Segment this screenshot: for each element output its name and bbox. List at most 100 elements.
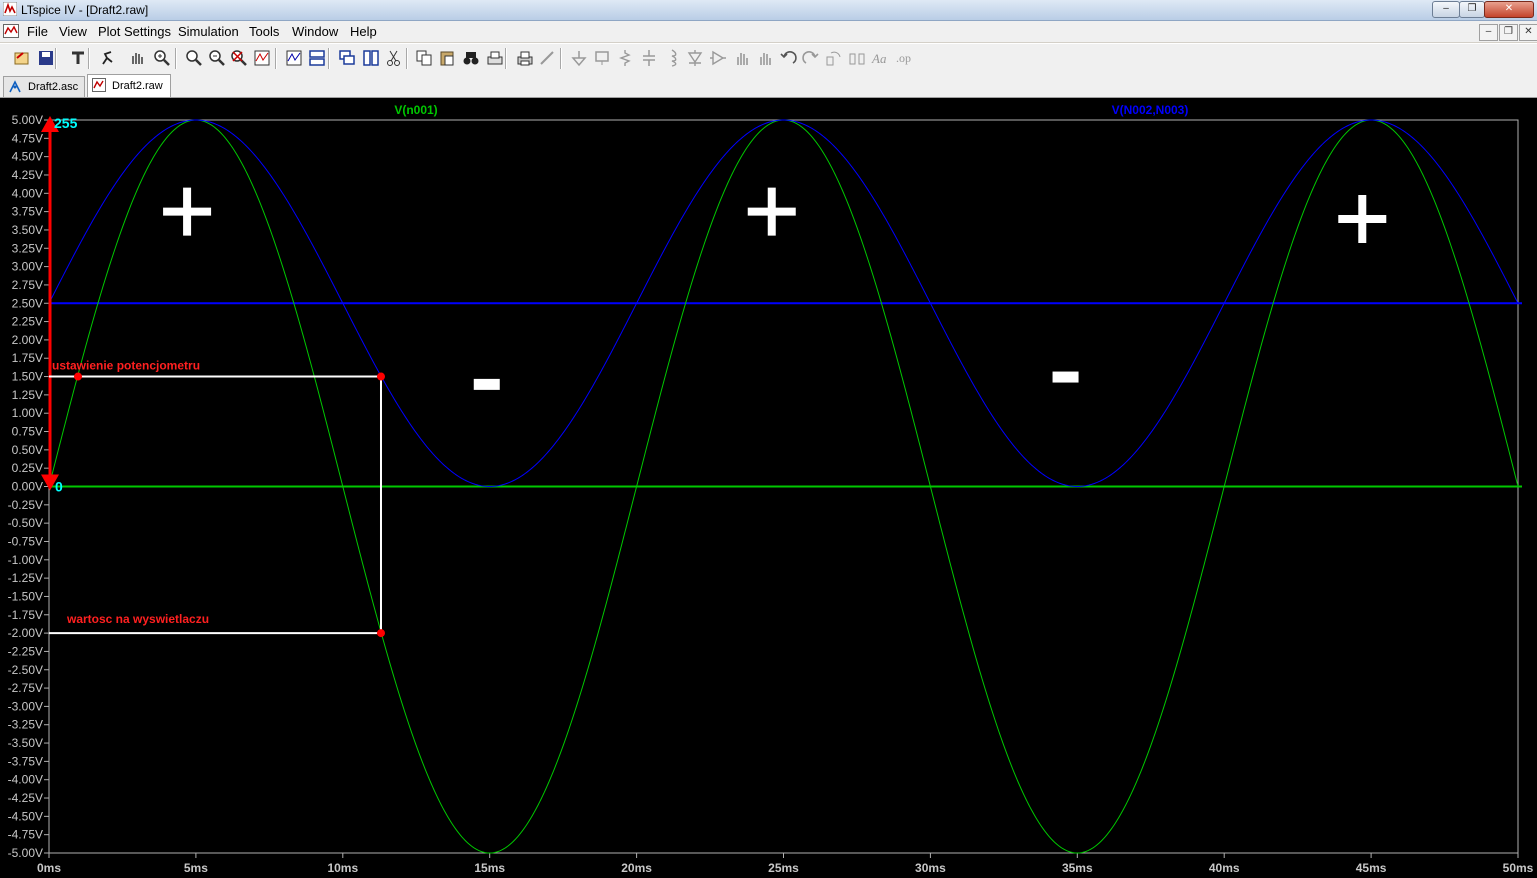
red-arrow-head-down [41, 474, 59, 491]
menu-window[interactable]: Window [292, 24, 339, 39]
waveform-doc-icon[interactable] [3, 24, 19, 38]
undo-icon[interactable] [779, 49, 797, 67]
y-tick-label: 5.00V [12, 113, 43, 127]
y-tick-label: 0.75V [12, 425, 43, 439]
open-icon[interactable] [13, 49, 31, 67]
y-tick-label: -4.25V [8, 791, 43, 805]
menu-help[interactable]: Help [350, 24, 377, 39]
pan-icon[interactable] [128, 49, 146, 67]
restore-window-button[interactable]: ❐ [1459, 1, 1485, 18]
ground-icon[interactable] [570, 49, 588, 67]
zoom-fit-icon[interactable] [285, 49, 303, 67]
waveform-chart[interactable]: 5.00V 4.75V 4.50V 4.25V 4.00V 3.75V 3.50V 3.25V… [0, 98, 1537, 878]
tile-vertical-icon[interactable] [362, 49, 380, 67]
y-tick-label: 0.25V [12, 461, 43, 475]
tab-label: Draft2.asc [28, 81, 79, 93]
y-tick-label: 2.50V [12, 296, 43, 310]
x-tick-label: 10ms [327, 861, 358, 875]
menu-tools[interactable]: Tools [249, 24, 280, 39]
x-tick-label: 25ms [768, 861, 799, 875]
copy-icon[interactable] [415, 49, 433, 67]
y-tick-label: -2.25V [8, 644, 43, 658]
plus-marker [163, 187, 212, 236]
x-tick-label: 45ms [1356, 861, 1387, 875]
y-tick-label: 1.25V [12, 388, 43, 402]
label-net-icon[interactable] [593, 49, 611, 67]
minus-marker [473, 378, 500, 390]
paste-icon[interactable] [438, 49, 456, 67]
y-tick-label: -2.50V [8, 663, 43, 677]
cut-icon[interactable] [385, 49, 403, 67]
zoom-out-icon[interactable] [208, 49, 226, 67]
y-tick-label: 4.50V [12, 150, 43, 164]
run-icon[interactable] [99, 49, 117, 67]
y-tick-label: 2.75V [12, 278, 43, 292]
print-icon[interactable] [516, 49, 534, 67]
y-tick-label: 4.75V [12, 131, 43, 145]
capacitor-icon[interactable] [640, 49, 658, 67]
menu-file[interactable]: File [27, 24, 48, 39]
plus-marker [1338, 194, 1387, 243]
svg-text:.op: .op [896, 51, 911, 65]
spice-directive-icon[interactable]: .op [894, 49, 912, 67]
autorange-icon[interactable] [253, 49, 271, 67]
y-tick-label: -1.50V [8, 589, 43, 603]
menu-bar: File View Plot Settings Simulation Tools… [0, 21, 1537, 42]
cascade-icon[interactable] [338, 49, 356, 67]
component-icon[interactable] [709, 49, 727, 67]
schematic-icon [9, 80, 21, 93]
legend-v-n002-n003: V(N002,N003) [1112, 103, 1189, 117]
y-tick-label: -4.75V [8, 828, 43, 842]
title-bar[interactable]: LTspice IV - [Draft2.raw] ‒ ❐ ✕ [0, 0, 1537, 21]
find-icon[interactable] [462, 49, 480, 67]
save-icon[interactable] [37, 49, 55, 67]
menu-view[interactable]: View [59, 24, 87, 39]
menu-plot-settings[interactable]: Plot Settings [98, 24, 171, 39]
y-tick-label: -2.75V [8, 681, 43, 695]
drag-icon[interactable] [756, 49, 774, 67]
y-tick-label: -1.25V [8, 571, 43, 585]
waveform-plot-pane[interactable]: 5.00V 4.75V 4.50V 4.25V 4.00V 3.75V 3.50V 3.25V… [0, 98, 1537, 878]
y-tick-label: 3.75V [12, 205, 43, 219]
diode-icon[interactable] [686, 49, 704, 67]
zoom-cancel-icon[interactable] [230, 49, 248, 67]
mdi-close-button[interactable]: ✕ [1519, 24, 1537, 41]
potentiometer-start-dot [74, 372, 82, 381]
rotate-icon[interactable] [825, 49, 843, 67]
y-tick-label: 1.00V [12, 406, 43, 420]
print-preview-icon[interactable] [486, 49, 504, 67]
plus-marker [747, 187, 796, 236]
inductor-icon[interactable] [663, 49, 681, 67]
display-value-label: wartosc na wyswietlaczu [66, 612, 209, 626]
close-window-button[interactable]: ✕ [1484, 1, 1534, 18]
menu-simulation[interactable]: Simulation [178, 24, 239, 39]
wire-icon[interactable] [538, 49, 556, 67]
move-icon[interactable] [733, 49, 751, 67]
tile-horizontal-icon[interactable] [308, 49, 326, 67]
y-tick-label: -3.50V [8, 736, 43, 750]
potentiometer-label: ustawienie potencjometru [52, 359, 200, 373]
y-tick-label: -4.00V [8, 773, 43, 787]
y-tick-label: 4.25V [12, 168, 43, 182]
y-tick-label: -3.00V [8, 699, 43, 713]
zoom-in-icon[interactable] [153, 49, 171, 67]
series-line [48, 119, 1519, 488]
mdi-restore-button[interactable]: ❐ [1499, 24, 1518, 41]
tab-draft2-raw[interactable]: Draft2.raw [87, 74, 171, 97]
y-tick-label: -1.00V [8, 553, 43, 567]
zoom-area-icon[interactable] [185, 49, 203, 67]
toolbar: Aa .op [0, 43, 1537, 73]
text-icon[interactable]: Aa [871, 49, 889, 67]
ltspice-logo-icon [3, 2, 17, 16]
resistor-icon[interactable] [616, 49, 634, 67]
x-tick-label: 40ms [1209, 861, 1240, 875]
minus-marker [1052, 371, 1079, 383]
tab-draft2-asc[interactable]: Draft2.asc [3, 76, 85, 97]
control-panel-icon[interactable] [69, 49, 87, 67]
minimize-window-button[interactable]: ‒ [1432, 1, 1460, 18]
legend-v-n001: V(n001) [394, 103, 437, 117]
mdi-minimize-button[interactable]: ‒ [1479, 24, 1498, 41]
mirror-icon[interactable] [848, 49, 866, 67]
redo-icon[interactable] [802, 49, 820, 67]
y-tick-label: 3.00V [12, 260, 43, 274]
